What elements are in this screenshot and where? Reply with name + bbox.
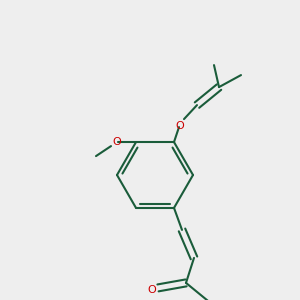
Text: O: O: [112, 137, 122, 147]
Text: O: O: [176, 121, 184, 131]
Text: O: O: [148, 285, 156, 295]
